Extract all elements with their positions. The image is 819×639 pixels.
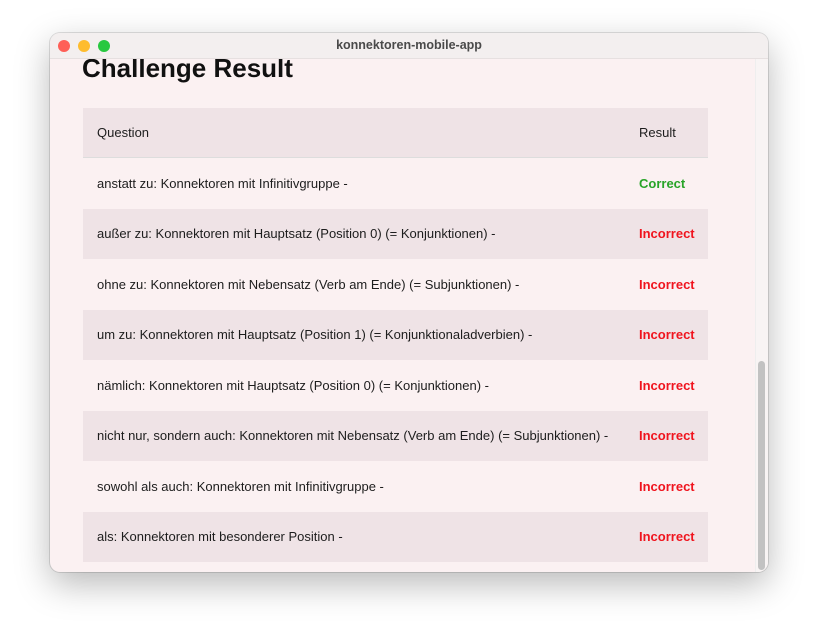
- close-button[interactable]: [58, 40, 70, 52]
- scrollbar[interactable]: [755, 59, 768, 572]
- result-cell: Incorrect: [639, 478, 695, 494]
- question-cell: anstatt zu: Konnektoren mit Infinitivgru…: [97, 175, 348, 191]
- question-cell: nämlich: Konnektoren mit Hauptsatz (Posi…: [97, 377, 489, 393]
- table-row: außer zu: Konnektoren mit Hauptsatz (Pos…: [83, 208, 708, 259]
- table-row: ohne zu: Konnektoren mit Nebensatz (Verb…: [83, 259, 708, 310]
- question-cell: außer zu: Konnektoren mit Hauptsatz (Pos…: [83, 208, 638, 259]
- window-title: konnektoren-mobile-app: [336, 38, 482, 52]
- table-row: nicht nur, sondern auch: Konnektoren mit…: [83, 410, 708, 461]
- header-question: Question: [83, 108, 638, 158]
- result-cell: Correct: [639, 175, 686, 191]
- title-bar: konnektoren-mobile-app: [50, 33, 768, 59]
- page-title: Challenge Result: [82, 59, 293, 83]
- result-cell: Incorrect: [638, 208, 708, 259]
- result-cell: Incorrect: [639, 276, 695, 292]
- question-cell: um zu: Konnektoren mit Hauptsatz (Positi…: [83, 309, 638, 360]
- question-cell: ohne zu: Konnektoren mit Nebensatz (Verb…: [97, 276, 520, 292]
- result-cell: Incorrect: [639, 377, 695, 393]
- table-row: nämlich: Konnektoren mit Hauptsatz (Posi…: [83, 360, 708, 411]
- header-result: Result: [638, 108, 708, 158]
- question-cell: sowohl als auch: Konnektoren mit Infinit…: [97, 478, 384, 494]
- minimize-button[interactable]: [78, 40, 90, 52]
- table-row: um zu: Konnektoren mit Hauptsatz (Positi…: [83, 309, 708, 360]
- table-row: sowohl als auch: Konnektoren mit Infinit…: [83, 461, 708, 512]
- result-cell: Incorrect: [638, 511, 708, 562]
- result-cell: Incorrect: [638, 410, 708, 461]
- app-window: konnektoren-mobile-app Challenge Result …: [50, 33, 768, 572]
- maximize-button[interactable]: [98, 40, 110, 52]
- results-table: Question Result anstatt zu: Konnektoren …: [83, 108, 708, 562]
- question-cell: nicht nur, sondern auch: Konnektoren mit…: [83, 410, 638, 461]
- question-cell: als: Konnektoren mit besonderer Position…: [83, 511, 638, 562]
- result-cell: Incorrect: [638, 309, 708, 360]
- scrollbar-thumb[interactable]: [758, 361, 765, 570]
- content-area: Challenge Result Question Result anstatt…: [50, 59, 756, 572]
- table-row: anstatt zu: Konnektoren mit Infinitivgru…: [83, 158, 708, 209]
- table-row: als: Konnektoren mit besonderer Position…: [83, 511, 708, 562]
